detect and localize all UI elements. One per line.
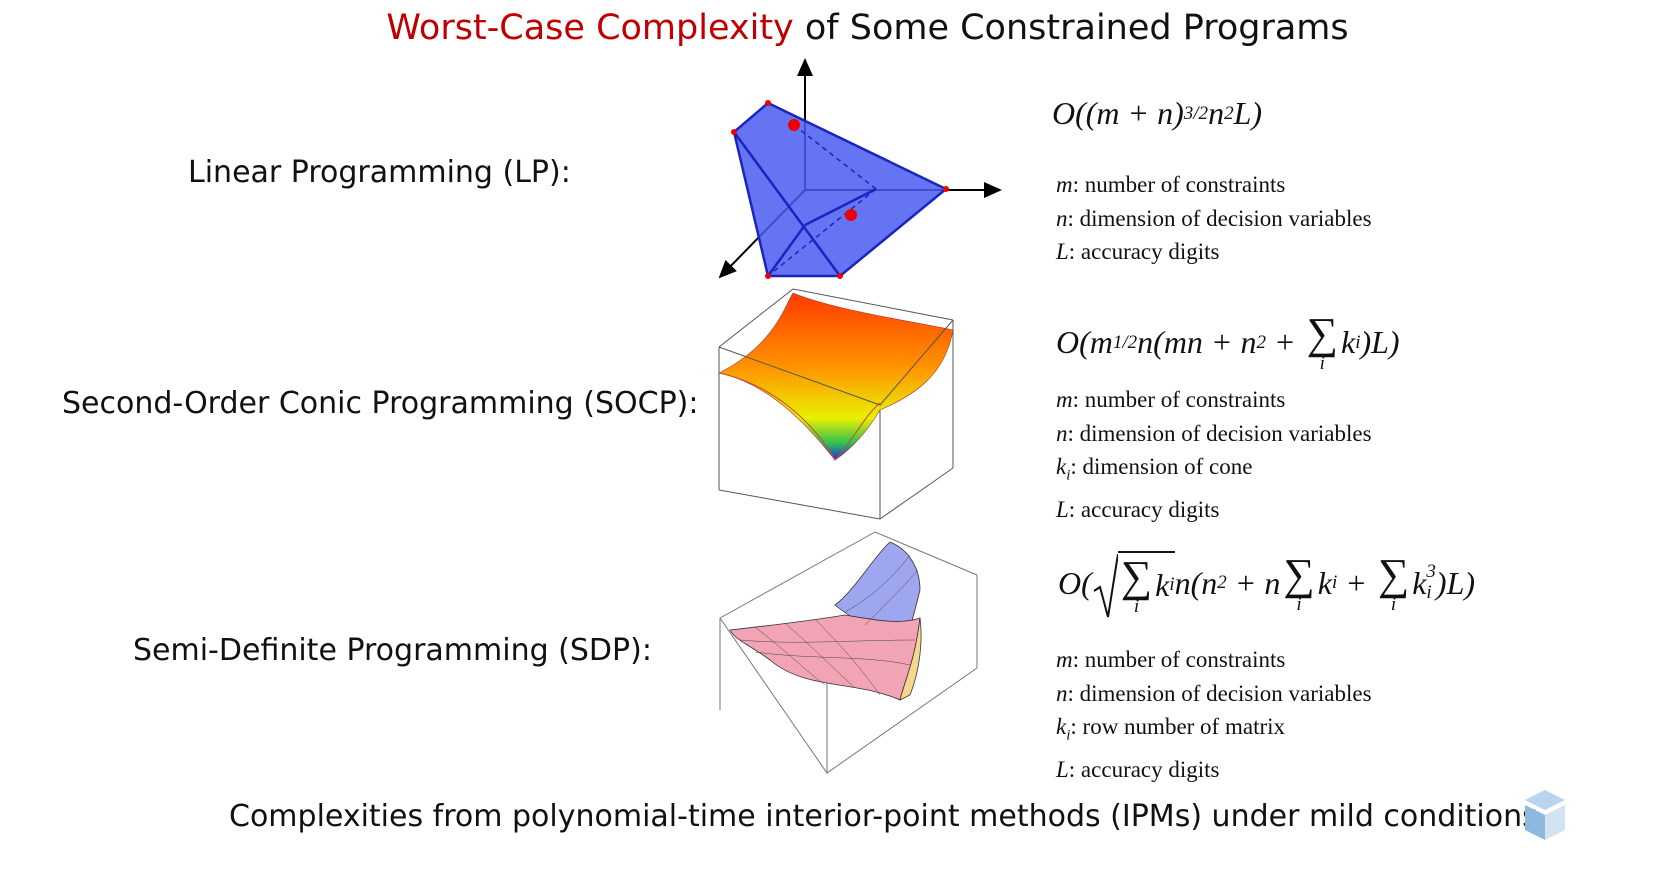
formula-part: n — [1208, 95, 1225, 131]
note-text: : accuracy digits — [1068, 239, 1220, 264]
sum-index: i — [1319, 353, 1325, 374]
variable-notes: m: number of constraints n: dimension of … — [1056, 168, 1372, 269]
formula-part: O((m + n) — [1052, 95, 1184, 131]
note-symbol: L — [1056, 757, 1069, 783]
summation: ∑ i — [1377, 549, 1410, 615]
summation: ∑ i — [1283, 549, 1315, 615]
note-symbol: n — [1056, 205, 1068, 231]
note-symbol: n — [1056, 420, 1068, 446]
formula-part: O(m — [1056, 324, 1113, 360]
sum-index: i — [1296, 593, 1302, 615]
formula-part: + — [1337, 564, 1375, 601]
formula-part: + n — [1226, 564, 1281, 601]
note-text: : dimension of cone — [1070, 454, 1253, 479]
radical-sign — [1093, 553, 1118, 618]
sum-index: i — [1133, 595, 1140, 617]
formula-superscript: 3 — [1426, 561, 1436, 583]
formula-part: O( — [1058, 564, 1092, 601]
note-symbol: k — [1056, 714, 1067, 739]
formula-part: )L) — [1435, 564, 1476, 601]
note-line: L: accuracy digits — [1056, 753, 1372, 787]
variable-notes: m: number of constraints n: dimension of … — [1056, 383, 1372, 527]
sum-sign: ∑ — [1306, 309, 1338, 358]
note-line: n: dimension of decision variables — [1056, 417, 1372, 451]
sdp-illustration — [719, 531, 978, 774]
variable-notes: m: number of constraints n: dimension of … — [1056, 643, 1372, 787]
note-text: : accuracy digits — [1068, 497, 1220, 523]
formula-part: L) — [1233, 95, 1263, 131]
formula-part: )L) — [1360, 324, 1400, 360]
formula-part: k — [1155, 566, 1170, 603]
note-line: L: accuracy digits — [1056, 493, 1372, 527]
note-line: ki: dimension of cone — [1056, 450, 1372, 493]
title-rest: of Some Constrained Programs — [793, 8, 1349, 48]
formula-part: n(mn + n — [1137, 324, 1257, 360]
note-text: : number of constraints — [1072, 387, 1286, 412]
logo — [1525, 790, 1565, 840]
note-symbol: L — [1056, 239, 1069, 264]
note-line: L: accuracy digits — [1056, 235, 1372, 269]
note-symbol: L — [1056, 497, 1069, 523]
note-subscript: i — [1066, 727, 1071, 744]
note-symbol: m — [1056, 647, 1073, 672]
sum-index: i — [1390, 593, 1397, 615]
note-line: m: number of constraints — [1056, 643, 1372, 677]
complexity-formula: O((m + n) 3/2 n 2 L) — [1052, 95, 1263, 131]
note-symbol: k — [1056, 454, 1067, 479]
lp-illustration — [718, 58, 1002, 279]
row-label: Semi-Definite Programming (SDP): — [133, 633, 652, 668]
slide-footer: Complexities from polynomial-time interi… — [229, 799, 1548, 834]
formula-part: k — [1317, 564, 1332, 601]
socp-illustration — [718, 288, 954, 520]
note-line: m: number of constraints — [1056, 168, 1372, 202]
note-text: : dimension of decision variables — [1067, 420, 1372, 446]
title-highlight: Worst-Case Complexity — [386, 8, 794, 48]
note-subscript: i — [1066, 467, 1071, 484]
note-symbol: n — [1056, 680, 1068, 706]
row-label: Second-Order Conic Programming (SOCP): — [62, 386, 699, 421]
row-label: Linear Programming (LP): — [188, 155, 571, 190]
note-text: : row number of matrix — [1070, 714, 1286, 739]
note-line: m: number of constraints — [1056, 383, 1372, 417]
slide-title: Worst-Case Complexity of Some Constraine… — [0, 8, 1653, 48]
summation: ∑ i — [1120, 551, 1153, 617]
note-line: ki: row number of matrix — [1056, 710, 1372, 753]
formula-part: k — [1412, 564, 1427, 601]
note-text: : number of constraints — [1072, 172, 1286, 197]
note-line: n: dimension of decision variables — [1056, 677, 1372, 711]
summation: ∑ i — [1306, 309, 1338, 374]
note-text: : dimension of decision variables — [1067, 205, 1372, 231]
note-text: : dimension of decision variables — [1067, 680, 1372, 706]
note-text: : accuracy digits — [1068, 757, 1220, 783]
sum-sign: ∑ — [1283, 549, 1315, 599]
formula-part: k — [1340, 324, 1356, 360]
note-line: n: dimension of decision variables — [1056, 202, 1372, 236]
sum-sign: ∑ — [1377, 549, 1410, 599]
note-symbol: m — [1056, 172, 1073, 197]
note-text: : number of constraints — [1072, 647, 1286, 672]
formula-part: + — [1266, 324, 1304, 360]
sum-sign: ∑ — [1120, 551, 1153, 601]
note-symbol: m — [1056, 387, 1073, 412]
formula-subscript: i — [1426, 582, 1432, 603]
formula-part: n(n — [1174, 564, 1218, 601]
